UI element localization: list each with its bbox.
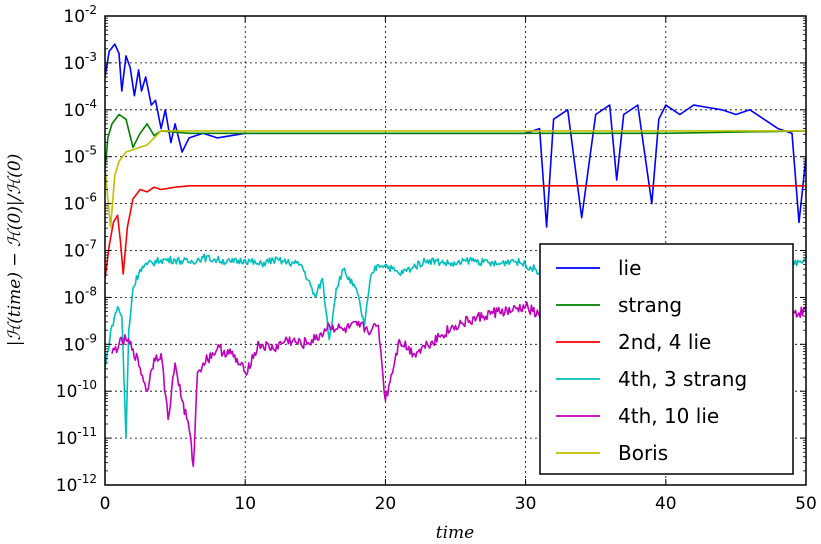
series-line-2nd-4-lie bbox=[105, 185, 806, 279]
legend-label: lie bbox=[618, 256, 641, 280]
y-axis-title: |ℋ(time) − ℋ(0)|/ℋ(0) bbox=[5, 154, 25, 347]
y-tick-label: 10-12 bbox=[56, 472, 97, 496]
y-tick-label: 10-10 bbox=[56, 378, 97, 402]
x-tick-label: 50 bbox=[795, 494, 817, 514]
y-tick-label: 10-11 bbox=[56, 425, 97, 449]
y-tick-label: 10-5 bbox=[63, 144, 97, 168]
y-tick-label: 10-4 bbox=[63, 97, 97, 121]
legend: lie strang 2nd, 4 lie 4th, 3 strang 4th, 10 … bbox=[539, 243, 794, 475]
y-tick-label: 10-8 bbox=[63, 284, 97, 308]
y-tick-label: 10-9 bbox=[63, 331, 97, 355]
series-group bbox=[105, 43, 806, 467]
x-tick-label: 0 bbox=[100, 494, 111, 514]
legend-label: 4th, 3 strang bbox=[618, 367, 747, 391]
y-tick-label: 10-7 bbox=[63, 238, 97, 262]
x-tick-labels: 0 10 20 30 40 50 bbox=[100, 494, 817, 514]
y-tick-label: 10-2 bbox=[63, 3, 97, 27]
x-tick-label: 20 bbox=[375, 494, 397, 514]
legend-label: strang bbox=[618, 293, 682, 317]
y-tick-labels: 10-12 10-11 10-10 10-9 10-8 10-7 10-6 10-5 10-4 1… bbox=[56, 3, 97, 496]
x-tick-label: 30 bbox=[515, 494, 537, 514]
legend-label: 2nd, 4 lie bbox=[618, 330, 711, 354]
series-line-boris bbox=[105, 130, 806, 228]
legend-label: 4th, 10 lie bbox=[618, 404, 719, 428]
legend-label: Boris bbox=[618, 441, 668, 465]
x-axis-title: time bbox=[436, 523, 474, 543]
plot-frame bbox=[104, 15, 807, 486]
x-tick-label: 10 bbox=[234, 494, 256, 514]
x-tick-label: 40 bbox=[655, 494, 677, 514]
y-tick-label: 10-6 bbox=[63, 191, 97, 215]
legend-frame bbox=[539, 243, 794, 475]
series-line-strang bbox=[105, 113, 806, 171]
y-tick-label: 10-3 bbox=[63, 50, 97, 74]
